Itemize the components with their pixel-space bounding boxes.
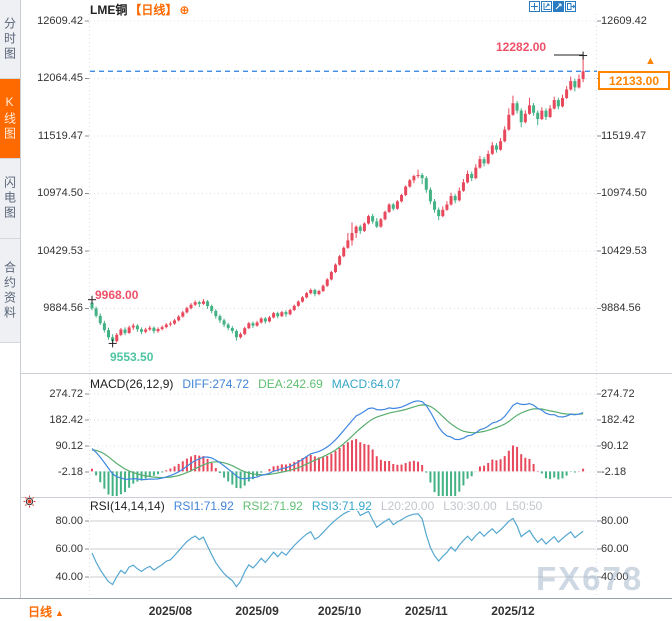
price-tick-label: 12609.42 bbox=[601, 15, 647, 27]
sidebar-tab-flash-chart[interactable]: 闪电图 bbox=[0, 159, 20, 239]
marked-high-label: 12282.00 bbox=[496, 40, 547, 54]
macd-tick-label: -2.18 bbox=[57, 465, 83, 478]
date-tick-label: 2025/09 bbox=[235, 604, 279, 618]
rsi-l30-value: L30:30.00 bbox=[443, 499, 497, 513]
macd-title[interactable]: MACD(26,12,9) bbox=[90, 377, 174, 391]
price-tick-label: 11519.47 bbox=[37, 129, 83, 142]
chart-toolbar bbox=[529, 1, 576, 12]
rsi-tick-label: 40.00 bbox=[55, 571, 83, 583]
marked-low-label: 9553.50 bbox=[110, 350, 154, 364]
price-tick-label: 9884.56 bbox=[601, 302, 641, 315]
macd-tick-label: 274.72 bbox=[601, 388, 635, 400]
rsi-title[interactable]: RSI(14,14,14) bbox=[90, 499, 165, 513]
macd-tick-label: 90.12 bbox=[601, 439, 629, 452]
add-overlay-icon[interactable]: ⊕ bbox=[179, 3, 190, 17]
date-tick-label: 2025/11 bbox=[404, 604, 448, 618]
rsi2-value: RSI2:71.92 bbox=[242, 499, 303, 513]
date-tick-label: 2025/10 bbox=[317, 604, 362, 618]
rsi-tick-label: 60.00 bbox=[601, 543, 629, 555]
sun-icon[interactable] bbox=[23, 495, 36, 508]
last-price-box[interactable]: 12133.00 bbox=[598, 71, 670, 90]
price-up-arrow-icon: ▲ bbox=[645, 55, 656, 67]
sidebar-tab-kline-chart[interactable]: K线图 bbox=[0, 79, 20, 159]
exit-chart-icon[interactable] bbox=[565, 1, 576, 12]
price-tick-label: 11519.47 bbox=[601, 129, 647, 142]
pan-icon[interactable] bbox=[529, 1, 540, 12]
price-tick-label: 12609.42 bbox=[37, 15, 83, 27]
macd-tick-label: -2.18 bbox=[601, 465, 627, 478]
rsi-tick-label: 40.00 bbox=[601, 571, 629, 583]
macd-tick-label: 182.42 bbox=[601, 413, 635, 426]
symbol-name: LME铜 bbox=[90, 3, 128, 17]
macd-value: MACD:64.07 bbox=[331, 377, 401, 391]
macd-dea-value: DEA:242.69 bbox=[258, 377, 323, 391]
price-tick-label: 10429.53 bbox=[601, 244, 647, 257]
period-selector[interactable]: 日线 ▲ bbox=[28, 603, 64, 620]
date-axis-bar bbox=[0, 598, 672, 621]
rsi-tick-label: 80.00 bbox=[601, 515, 629, 527]
fit-chart-icon[interactable] bbox=[541, 1, 552, 12]
sidebar-tab-time-share-chart[interactable]: 分时图 bbox=[0, 0, 20, 79]
chart-title: LME铜 【日线】 ⊕ bbox=[90, 1, 189, 18]
rsi-header: RSI(14,14,14) RSI1:71.92 RSI2:71.92 RSI3:71… bbox=[90, 499, 551, 513]
period-label: 日线 bbox=[28, 605, 53, 619]
marked-early-high-label: 9968.00 bbox=[95, 288, 139, 302]
macd-header: MACD(26,12,9) DIFF:274.72 DEA:242.69 MACD:6… bbox=[90, 377, 410, 391]
rsi-l50-value: L50:50 bbox=[505, 499, 543, 513]
macd-diff-value: DIFF:274.72 bbox=[182, 377, 250, 391]
period-tag[interactable]: 【日线】 bbox=[129, 3, 178, 17]
macd-tick-label: 274.72 bbox=[49, 388, 83, 400]
price-tick-label: 10429.53 bbox=[37, 244, 83, 257]
macd-tick-label: 90.12 bbox=[55, 439, 83, 452]
sidebar-tab-contract-info[interactable]: 合约资料 bbox=[0, 239, 20, 343]
date-tick-label: 2025/08 bbox=[148, 604, 193, 618]
rsi-tick-label: 80.00 bbox=[55, 515, 83, 527]
chevron-up-icon: ▲ bbox=[55, 608, 64, 618]
macd-tick-label: 182.42 bbox=[49, 413, 83, 426]
rsi-tick-label: 60.00 bbox=[55, 543, 83, 555]
rsi1-value: RSI1:71.92 bbox=[173, 499, 234, 513]
price-tick-label: 10974.50 bbox=[601, 187, 647, 200]
price-tick-label: 10974.50 bbox=[37, 187, 83, 200]
rsi3-value: RSI3:71.92 bbox=[311, 499, 372, 513]
price-tick-label: 9884.56 bbox=[43, 302, 83, 315]
rsi-l20-value: L20:20.00 bbox=[380, 499, 435, 513]
scale-chart-icon[interactable] bbox=[553, 1, 564, 12]
date-tick-label: 2025/12 bbox=[491, 604, 535, 618]
price-tick-label: 12064.45 bbox=[37, 72, 83, 85]
sidebar: 分时图 K线图 闪电图 合约资料 bbox=[0, 0, 21, 598]
